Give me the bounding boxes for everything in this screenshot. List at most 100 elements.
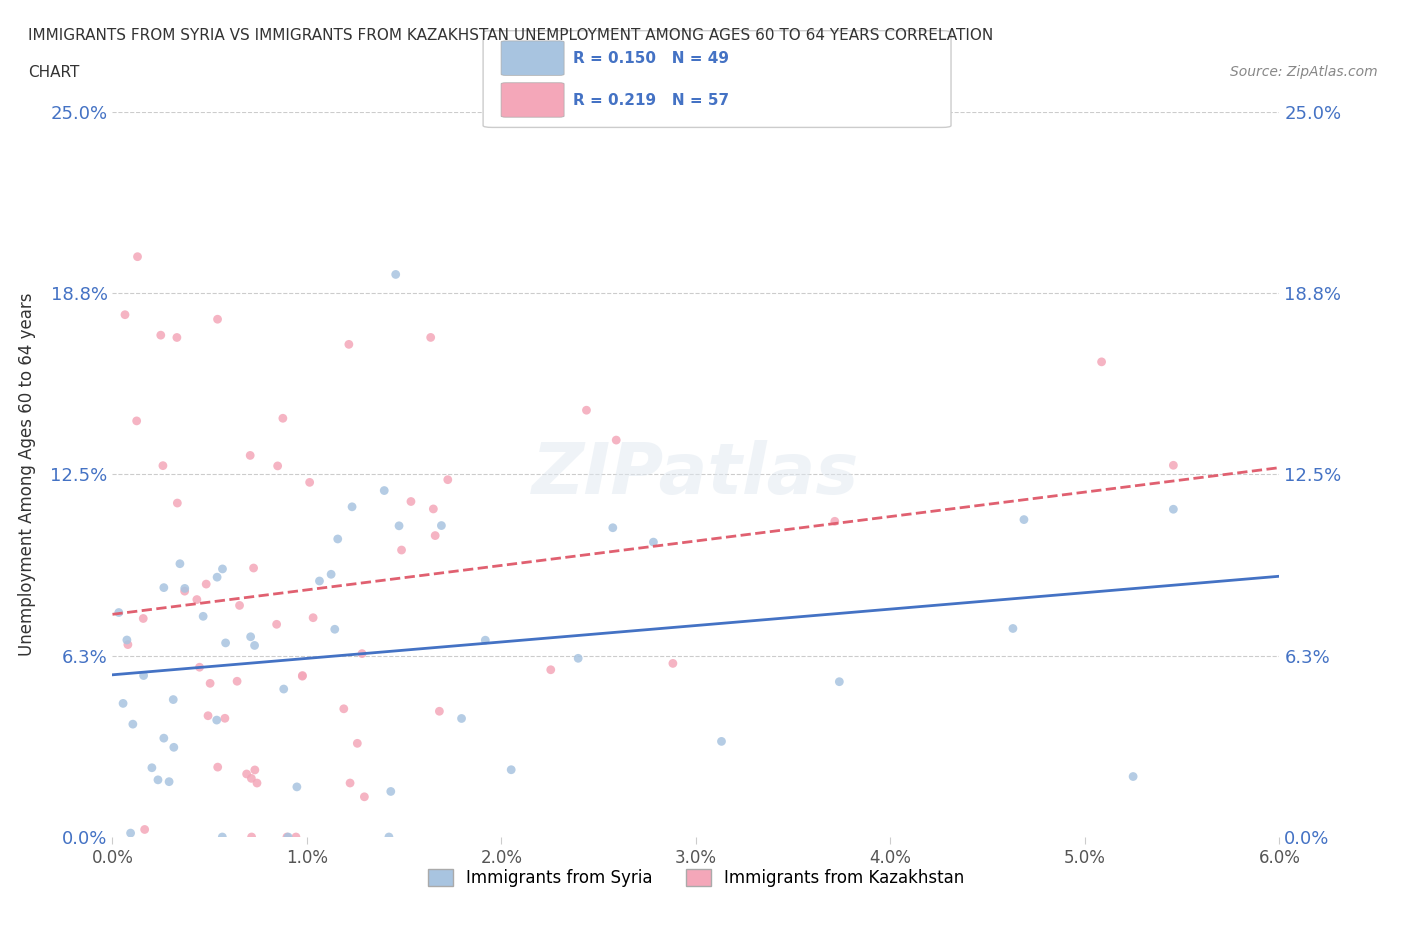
Point (117, 637, 139, 652)
Point (1163, 458, 1185, 472)
Point (1012, 512, 1035, 527)
Point (186, 592, 208, 607)
Point (605, 432, 627, 447)
Point (276, 830, 298, 844)
Point (134, 822, 156, 837)
Point (567, 651, 589, 666)
Point (207, 760, 229, 775)
Legend: Immigrants from Syria, Immigrants from Kazakhstan: Immigrants from Syria, Immigrants from K… (420, 862, 972, 894)
Point (207, 312, 229, 326)
Point (146, 773, 169, 788)
Point (173, 581, 195, 596)
Point (378, 830, 401, 844)
Point (326, 532, 349, 547)
Point (710, 734, 733, 749)
Point (120, 826, 142, 841)
Point (273, 682, 295, 697)
Point (166, 496, 188, 511)
Point (419, 330, 441, 345)
Point (114, 307, 136, 322)
Text: R = 0.150   N = 49: R = 0.150 N = 49 (574, 51, 730, 66)
Point (127, 249, 149, 264)
Point (346, 736, 368, 751)
Point (1090, 354, 1112, 369)
Point (662, 656, 685, 671)
Point (540, 662, 562, 677)
Point (240, 830, 263, 844)
Point (422, 501, 444, 516)
Point (308, 574, 330, 589)
Text: CHART: CHART (28, 65, 80, 80)
Point (1001, 621, 1024, 636)
FancyBboxPatch shape (484, 31, 950, 127)
FancyBboxPatch shape (501, 83, 564, 117)
Point (352, 646, 374, 661)
Point (211, 830, 233, 844)
Point (188, 659, 211, 674)
Point (291, 669, 314, 684)
Point (166, 330, 188, 345)
Point (163, 740, 186, 755)
Point (112, 696, 135, 711)
Point (429, 704, 451, 719)
Point (384, 267, 406, 282)
Point (474, 632, 496, 647)
Point (284, 830, 307, 844)
Point (115, 632, 138, 647)
Point (211, 562, 233, 577)
Point (353, 790, 375, 804)
Point (399, 494, 422, 509)
Point (321, 567, 343, 582)
Point (1163, 502, 1185, 517)
Point (266, 458, 288, 473)
Point (191, 609, 214, 624)
Point (643, 535, 665, 550)
Text: Source: ZipAtlas.com: Source: ZipAtlas.com (1230, 65, 1378, 79)
Point (195, 577, 218, 591)
Point (388, 518, 411, 533)
Point (323, 622, 346, 637)
Point (425, 528, 447, 543)
Point (228, 598, 250, 613)
Point (340, 499, 363, 514)
Point (107, 605, 129, 620)
Point (1122, 769, 1144, 784)
Point (198, 676, 221, 691)
Point (575, 403, 598, 418)
Point (242, 561, 264, 576)
Point (828, 674, 851, 689)
Point (298, 475, 321, 490)
Point (246, 776, 269, 790)
Point (226, 674, 249, 689)
Point (243, 763, 266, 777)
Point (205, 570, 228, 585)
Point (162, 692, 184, 707)
Point (824, 514, 846, 529)
Point (173, 584, 195, 599)
Point (125, 414, 148, 429)
Text: IMMIGRANTS FROM SYRIA VS IMMIGRANTS FROM KAZAKHSTAN UNEMPLOYMENT AMONG AGES 60 T: IMMIGRANTS FROM SYRIA VS IMMIGRANTS FROM… (28, 28, 994, 43)
Point (333, 701, 356, 716)
Point (501, 763, 523, 777)
Point (602, 520, 624, 535)
Point (141, 761, 163, 776)
Point (153, 580, 176, 595)
Point (239, 448, 262, 463)
Point (243, 638, 266, 653)
Point (339, 776, 361, 790)
Point (121, 717, 143, 732)
Point (266, 617, 288, 631)
Point (153, 731, 176, 746)
FancyBboxPatch shape (501, 41, 564, 75)
Point (132, 611, 155, 626)
Point (149, 327, 172, 342)
Point (205, 712, 228, 727)
Point (450, 711, 472, 726)
Point (152, 458, 174, 473)
Point (235, 766, 257, 781)
Point (197, 709, 219, 724)
Point (271, 411, 294, 426)
Point (277, 830, 299, 844)
Point (169, 556, 191, 571)
Text: R = 0.219   N = 57: R = 0.219 N = 57 (574, 93, 730, 108)
